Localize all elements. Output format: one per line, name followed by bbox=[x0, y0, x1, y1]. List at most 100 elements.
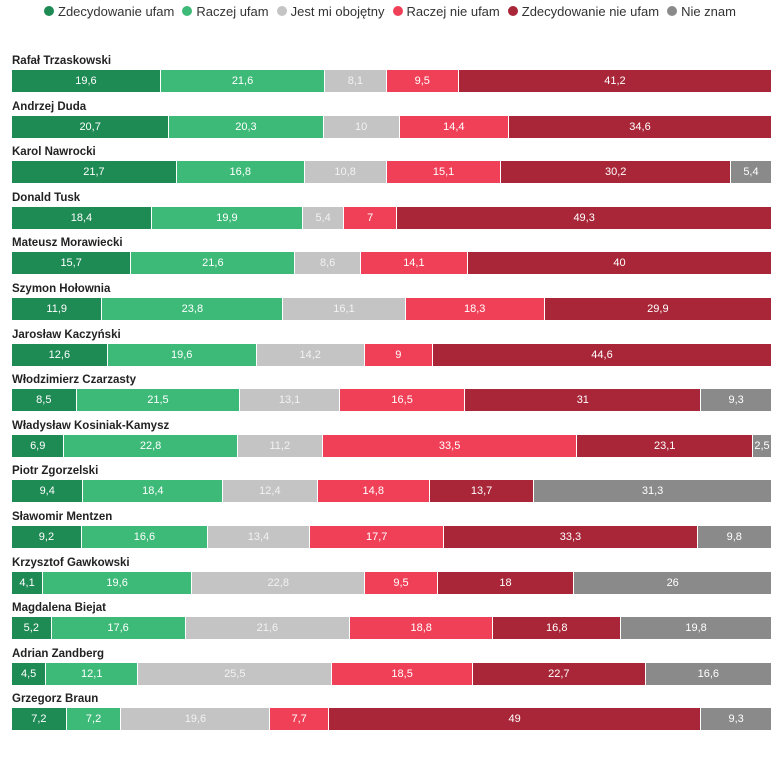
bar-segment[interactable]: 16,6 bbox=[81, 526, 209, 548]
bar-segment[interactable]: 34,6 bbox=[509, 116, 772, 138]
bar-segment[interactable]: 16,5 bbox=[339, 389, 466, 411]
legend-item[interactable]: Raczej nie ufam bbox=[392, 4, 500, 19]
legend-item[interactable]: Raczej ufam bbox=[182, 4, 269, 19]
legend-item[interactable]: Nie znam bbox=[667, 4, 736, 19]
bar-segment[interactable]: 13,1 bbox=[240, 389, 340, 411]
bar-segment[interactable]: 14,4 bbox=[399, 116, 510, 138]
bar-segment[interactable]: 49,3 bbox=[397, 207, 772, 229]
bar-segment[interactable]: 9,3 bbox=[701, 708, 772, 730]
bar-segment[interactable]: 5,4 bbox=[730, 161, 772, 183]
bar-segment[interactable]: 19,8 bbox=[621, 617, 772, 639]
bar-segment[interactable]: 40 bbox=[468, 252, 772, 274]
bar-value-label: 40 bbox=[613, 257, 626, 269]
bar-segment[interactable]: 19,6 bbox=[107, 344, 257, 366]
bar-segment[interactable]: 13,4 bbox=[208, 526, 310, 548]
bar-segment[interactable]: 4,1 bbox=[12, 572, 44, 594]
legend-swatch bbox=[44, 6, 54, 16]
bar-segment[interactable]: 41,2 bbox=[458, 70, 772, 92]
bar-segment[interactable]: 12,6 bbox=[12, 344, 108, 366]
bar-value-label: 19,8 bbox=[685, 622, 707, 634]
bar-segment[interactable]: 49 bbox=[328, 708, 702, 730]
bar-segment[interactable]: 25,5 bbox=[138, 663, 333, 685]
bar-segment[interactable]: 21,6 bbox=[185, 617, 351, 639]
bar-segment[interactable]: 14,2 bbox=[256, 344, 365, 366]
bar-segment[interactable]: 4,5 bbox=[12, 663, 47, 685]
bar-segment[interactable]: 9,2 bbox=[12, 526, 82, 548]
bar-segment[interactable]: 9 bbox=[364, 344, 434, 366]
bar-segment[interactable]: 7,7 bbox=[270, 708, 329, 730]
bar-segment[interactable]: 16,6 bbox=[645, 663, 772, 685]
bar-segment[interactable]: 9,8 bbox=[697, 526, 772, 548]
bar-segment[interactable]: 16,8 bbox=[176, 161, 305, 183]
bar-segment[interactable]: 12,4 bbox=[223, 480, 318, 502]
bar-segment[interactable]: 44,6 bbox=[433, 344, 772, 366]
bar-segment[interactable]: 12,1 bbox=[46, 663, 139, 685]
bar-segment[interactable]: 7 bbox=[344, 207, 398, 229]
bar-value-label: 6,9 bbox=[30, 440, 46, 452]
bar-value-label: 13,1 bbox=[278, 394, 301, 406]
bar-segment[interactable]: 10,8 bbox=[304, 161, 387, 183]
bar-segment[interactable]: 7,2 bbox=[12, 708, 67, 730]
legend-swatch bbox=[507, 6, 518, 16]
bar-segment[interactable]: 31,3 bbox=[534, 480, 772, 502]
bar-segment[interactable]: 18,5 bbox=[332, 663, 473, 685]
bar-segment[interactable]: 31 bbox=[465, 389, 702, 411]
bar-segment[interactable]: 20,3 bbox=[169, 116, 324, 138]
bar-segment[interactable]: 22,7 bbox=[473, 663, 646, 685]
bar-segment[interactable]: 23,1 bbox=[577, 435, 753, 457]
bar-segment[interactable]: 14,8 bbox=[317, 480, 430, 502]
bar-segment[interactable]: 15,1 bbox=[386, 161, 502, 183]
bar-segment[interactable]: 18,3 bbox=[405, 298, 545, 320]
bar-segment[interactable]: 22,8 bbox=[64, 435, 238, 457]
bar-segment[interactable]: 18,4 bbox=[12, 207, 152, 229]
bar-segment[interactable]: 11,2 bbox=[237, 435, 323, 457]
bar-segment[interactable]: 7,2 bbox=[66, 708, 122, 730]
bar-segment[interactable]: 26 bbox=[574, 572, 772, 594]
bar-segment[interactable]: 5,2 bbox=[12, 617, 52, 639]
bar-segment[interactable]: 6,9 bbox=[12, 435, 65, 457]
bar-segment[interactable]: 22,8 bbox=[192, 572, 366, 594]
row-label: Krzysztof Gawkowski bbox=[12, 557, 130, 569]
bar-segment[interactable]: 5,4 bbox=[303, 207, 345, 229]
bar-segment[interactable]: 11,9 bbox=[12, 298, 103, 320]
bar-segment[interactable]: 19,9 bbox=[151, 207, 304, 229]
bar-segment[interactable]: 9,5 bbox=[365, 572, 438, 594]
bar-segment[interactable]: 2,5 bbox=[753, 435, 772, 457]
bar-segment[interactable]: 17,7 bbox=[309, 526, 445, 548]
row-label: Rafał Trzaskowski bbox=[12, 55, 112, 67]
bar-segment[interactable]: 19,6 bbox=[121, 708, 271, 730]
bar-segment[interactable]: 8,5 bbox=[12, 389, 77, 411]
bar-segment[interactable]: 8,1 bbox=[325, 70, 387, 92]
bar-segment[interactable]: 18 bbox=[437, 572, 575, 594]
bar-segment[interactable]: 21,6 bbox=[131, 252, 296, 274]
bar-segment[interactable]: 8,6 bbox=[295, 252, 361, 274]
bar-segment[interactable]: 16,1 bbox=[283, 298, 406, 320]
bar-segment[interactable]: 29,9 bbox=[544, 298, 772, 320]
bar-segment[interactable]: 10 bbox=[323, 116, 400, 138]
bar-segment[interactable]: 16,8 bbox=[493, 617, 622, 639]
bar-segment[interactable]: 19,6 bbox=[43, 572, 193, 594]
bar-segment[interactable]: 23,8 bbox=[102, 298, 284, 320]
bar-segment[interactable]: 20,7 bbox=[12, 116, 170, 138]
bar-segment[interactable]: 19,6 bbox=[12, 70, 161, 92]
legend-item[interactable]: Zdecydowanie ufam bbox=[44, 4, 174, 19]
bar-segment[interactable]: 33,5 bbox=[322, 435, 578, 457]
row-label: Adrian Zandberg bbox=[12, 648, 105, 660]
bar-segment[interactable]: 18,8 bbox=[350, 617, 494, 639]
bar-segment[interactable]: 21,7 bbox=[12, 161, 177, 183]
bar-segment[interactable]: 9,4 bbox=[12, 480, 84, 502]
bar-segment[interactable]: 17,6 bbox=[51, 617, 186, 639]
legend-swatch bbox=[667, 6, 678, 16]
bar-segment[interactable]: 9,5 bbox=[386, 70, 459, 92]
bar-segment[interactable]: 33,3 bbox=[444, 526, 698, 548]
legend-item[interactable]: Zdecydowanie nie ufam bbox=[507, 4, 659, 19]
bar-segment[interactable]: 21,6 bbox=[160, 70, 326, 92]
bar-segment[interactable]: 9,3 bbox=[701, 389, 772, 411]
legend-item[interactable]: Jest mi obojętny bbox=[276, 4, 385, 19]
bar-segment[interactable]: 21,5 bbox=[76, 389, 241, 411]
bar-segment[interactable]: 13,7 bbox=[430, 480, 535, 502]
bar-segment[interactable]: 15,7 bbox=[12, 252, 132, 274]
bar-segment[interactable]: 30,2 bbox=[501, 161, 731, 183]
bar-segment[interactable]: 14,1 bbox=[360, 252, 468, 274]
bar-segment[interactable]: 18,4 bbox=[83, 480, 224, 502]
